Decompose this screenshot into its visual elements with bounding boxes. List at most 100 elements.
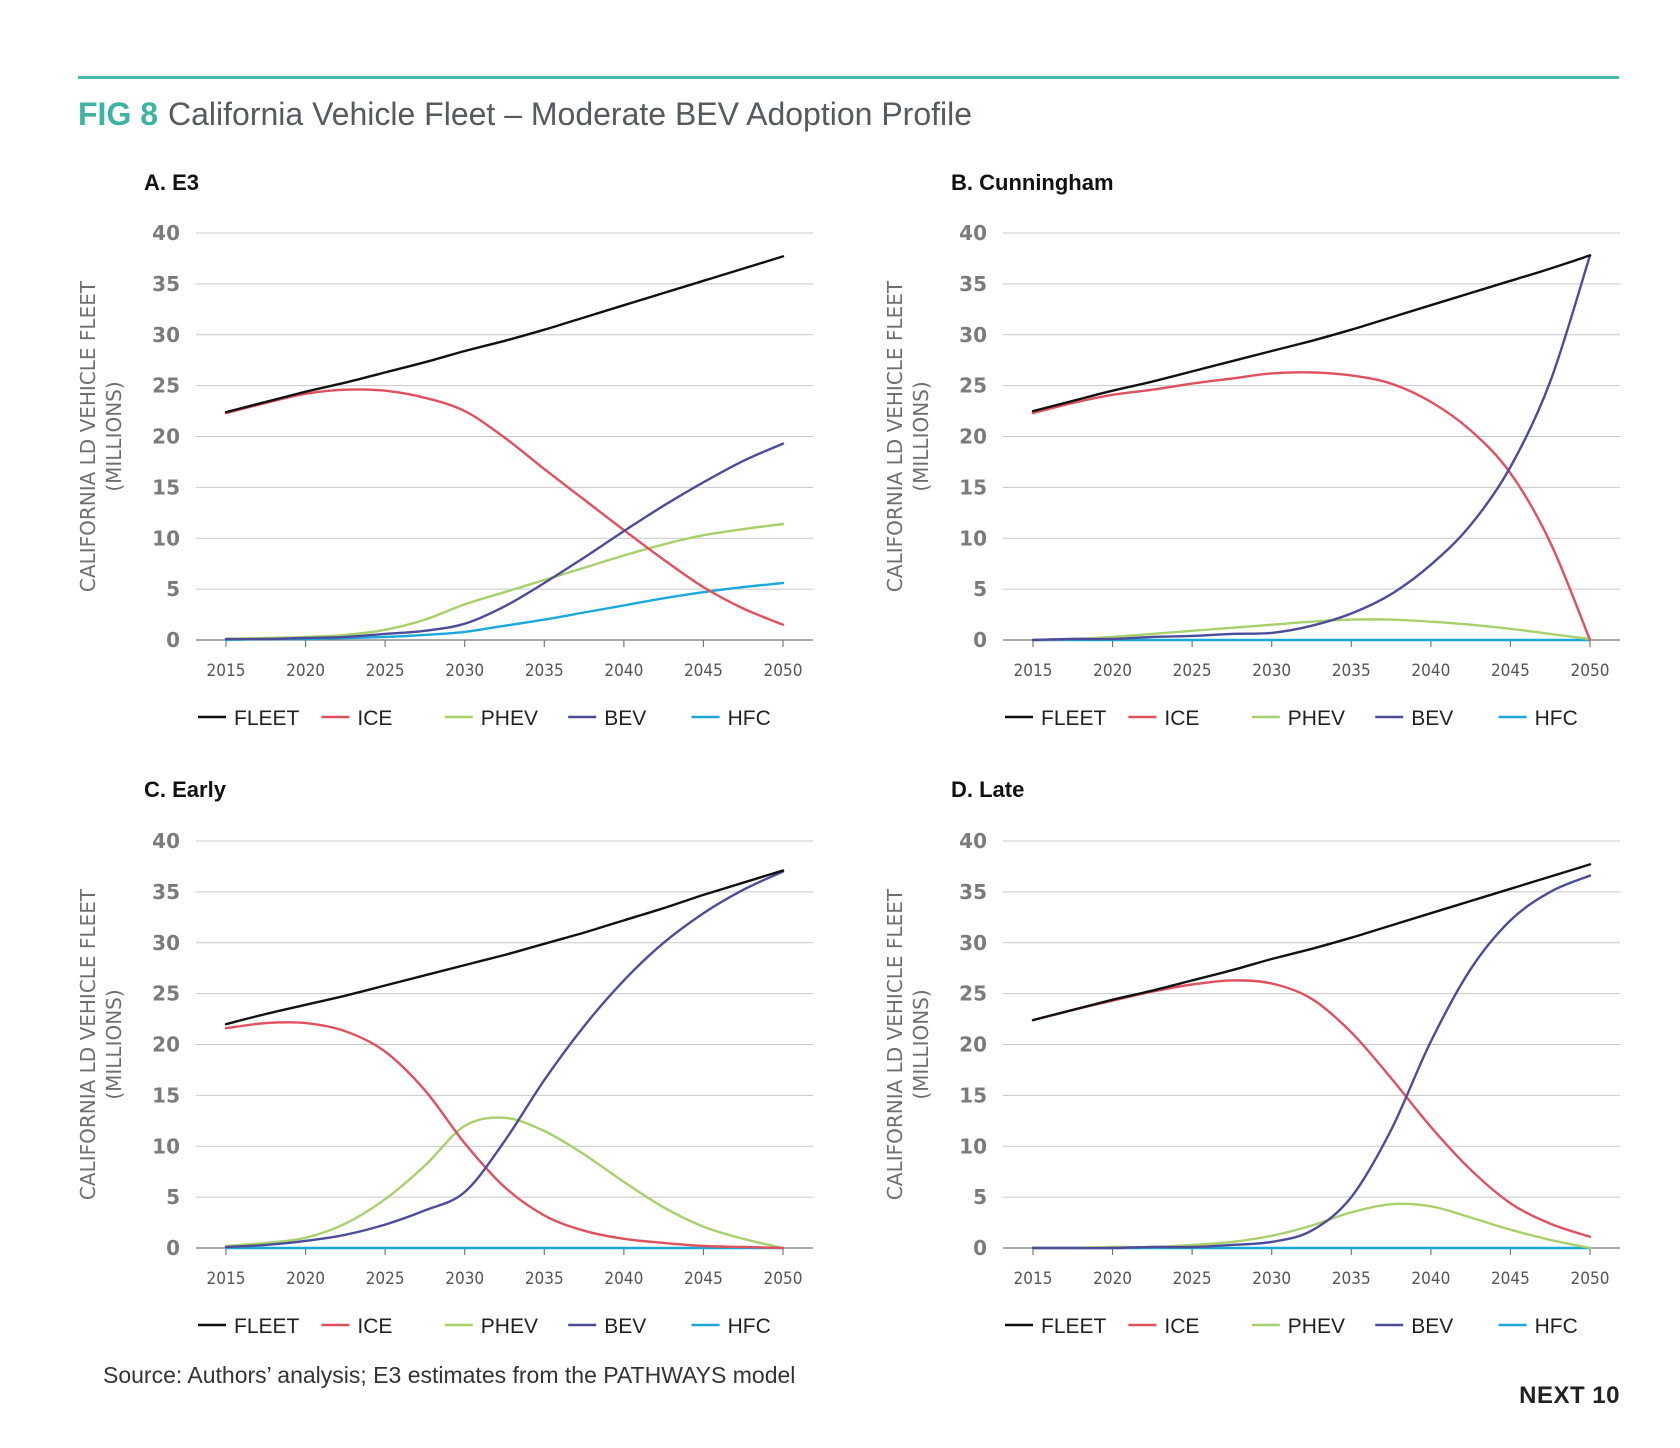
y-tick-label: 35: [959, 272, 987, 296]
x-tick-label: 2045: [1491, 661, 1530, 681]
y-tick-label: 15: [152, 1083, 180, 1107]
y-axis-label: CALIFORNIA LD VEHICLE FLEET: [883, 280, 907, 592]
legend-label: HFC: [1535, 1315, 1578, 1338]
series-line-ice: [1031, 979, 1592, 1238]
legend-item-hfc: HFC: [691, 707, 771, 730]
legend-item-bev: BEV: [568, 1315, 646, 1338]
x-tick-label: 2015: [207, 1269, 246, 1289]
legend-item-phev: PHEV: [1251, 1315, 1345, 1338]
legend-item-phev: PHEV: [444, 1315, 538, 1338]
legend-item-ice: ICE: [321, 1315, 392, 1338]
y-tick-label: 5: [973, 577, 987, 601]
series-line-fleet: [1031, 863, 1592, 1022]
brand-mark: NEXT 10: [1519, 1382, 1620, 1409]
legend-item-bev: BEV: [1375, 707, 1453, 730]
y-tick-label: 30: [959, 323, 987, 347]
y-tick-label: 15: [959, 475, 987, 499]
y-axis-label: (MILLIONS): [102, 381, 126, 491]
series-line-phev: [224, 1116, 785, 1250]
y-tick-label: 10: [152, 1134, 180, 1158]
panel-title: B. Cunningham: [951, 170, 1114, 195]
legend-item-hfc: HFC: [1498, 707, 1578, 730]
x-tick-label: 2045: [684, 661, 723, 681]
y-axis-label: CALIFORNIA LD VEHICLE FLEET: [76, 888, 100, 1200]
x-tick-label: 2025: [1173, 661, 1212, 681]
y-axis-label: CALIFORNIA LD VEHICLE FLEET: [76, 280, 100, 592]
legend-label: BEV: [604, 707, 646, 730]
figure-title-text: California Vehicle Fleet – Moderate BEV …: [168, 96, 973, 132]
x-tick-label: 2025: [366, 661, 405, 681]
x-tick-label: 2040: [604, 1269, 643, 1289]
y-axis-label: (MILLIONS): [909, 381, 933, 491]
y-tick-label: 0: [973, 1236, 987, 1260]
legend-label: HFC: [728, 1315, 771, 1338]
y-tick-label: 0: [973, 628, 987, 652]
y-tick-label: 20: [959, 425, 987, 449]
legend-label: BEV: [1411, 707, 1453, 730]
y-tick-label: 5: [166, 1185, 180, 1209]
legend-item-phev: PHEV: [444, 707, 538, 730]
series-line-ice: [224, 1021, 785, 1250]
y-axis-label: (MILLIONS): [909, 989, 933, 1099]
x-tick-label: 2030: [1252, 1269, 1291, 1289]
x-tick-label: 2035: [525, 661, 564, 681]
series-line-bev: [224, 870, 785, 1249]
x-tick-label: 2050: [1571, 1269, 1610, 1289]
x-tick-label: 2030: [1252, 661, 1291, 681]
y-tick-label: 0: [166, 628, 180, 652]
y-tick-label: 25: [152, 374, 180, 398]
y-tick-label: 10: [152, 526, 180, 550]
series-line-bev: [1031, 874, 1592, 1250]
legend-label: PHEV: [481, 707, 538, 730]
y-tick-label: 30: [152, 323, 180, 347]
legend-label: FLEET: [1041, 1315, 1107, 1338]
y-tick-label: 25: [959, 982, 987, 1006]
x-tick-label: 2035: [1332, 661, 1371, 681]
x-tick-label: 2040: [1411, 1269, 1450, 1289]
legend-item-phev: PHEV: [1251, 707, 1345, 730]
legend-item-hfc: HFC: [1498, 1315, 1578, 1338]
x-tick-label: 2050: [1571, 661, 1610, 681]
x-tick-label: 2030: [445, 661, 484, 681]
y-axis-label: CALIFORNIA LD VEHICLE FLEET: [883, 888, 907, 1200]
y-tick-label: 35: [959, 880, 987, 904]
legend-label: PHEV: [1288, 1315, 1345, 1338]
series-line-ice: [224, 388, 785, 626]
series-line-fleet: [1031, 254, 1592, 413]
legend-label: ICE: [1164, 707, 1199, 730]
panel-title: A. E3: [144, 170, 199, 195]
legend-label: FLEET: [234, 707, 300, 730]
y-tick-label: 20: [959, 1033, 987, 1057]
figure-title: FIG 8 California Vehicle Fleet – Moderate…: [78, 96, 972, 133]
legend-item-fleet: FLEET: [1005, 1315, 1107, 1338]
x-tick-label: 2015: [1014, 1269, 1053, 1289]
legend-item-ice: ICE: [321, 707, 392, 730]
legend-label: ICE: [1164, 1315, 1199, 1338]
x-tick-label: 2025: [366, 1269, 405, 1289]
x-tick-label: 2035: [1332, 1269, 1371, 1289]
legend-item-fleet: FLEET: [198, 707, 300, 730]
legend-item-bev: BEV: [568, 707, 646, 730]
legend-item-fleet: FLEET: [1005, 707, 1107, 730]
y-tick-label: 35: [152, 880, 180, 904]
legend-label: HFC: [728, 707, 771, 730]
x-tick-label: 2045: [1491, 1269, 1530, 1289]
legend-item-hfc: HFC: [691, 1315, 771, 1338]
series-line-phev: [1031, 1202, 1592, 1250]
legend-label: PHEV: [481, 1315, 538, 1338]
x-tick-label: 2015: [1014, 661, 1053, 681]
legend-label: ICE: [357, 1315, 392, 1338]
legend-label: HFC: [1535, 707, 1578, 730]
panel-title: C. Early: [144, 777, 227, 802]
y-tick-label: 15: [959, 1083, 987, 1107]
source-note: Source: Authors’ analysis; E3 estimates …: [103, 1362, 796, 1388]
series-line-bev: [1031, 254, 1592, 642]
series-line-fleet: [224, 255, 785, 414]
y-tick-label: 5: [166, 577, 180, 601]
panel-title: D. Late: [951, 777, 1024, 802]
x-tick-label: 2020: [1093, 661, 1132, 681]
y-tick-label: 40: [959, 221, 987, 245]
y-axis-label: (MILLIONS): [102, 989, 126, 1099]
legend-label: FLEET: [1041, 707, 1107, 730]
